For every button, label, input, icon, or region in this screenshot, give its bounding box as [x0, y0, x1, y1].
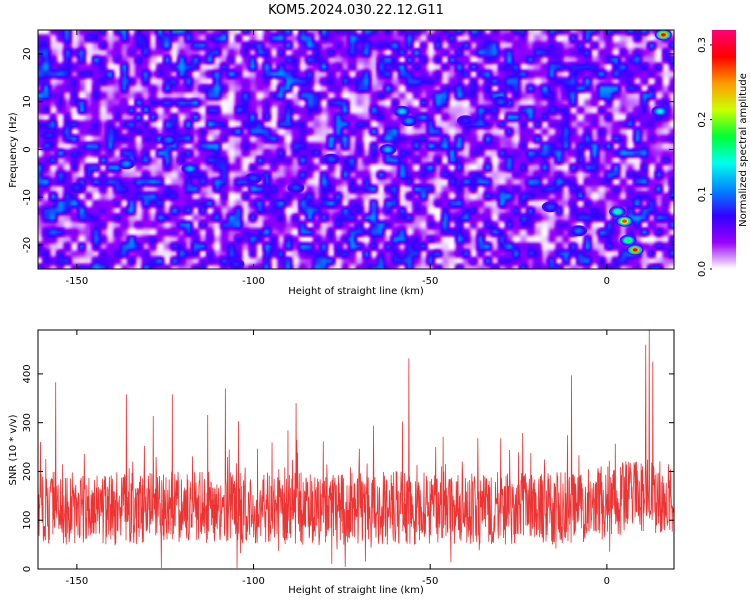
spectrogram-peak-level: [74, 186, 80, 190]
spectrogram-peak-level: [328, 157, 334, 161]
spectrogram-x-ticks: -150 -100 -50 0: [66, 30, 610, 287]
spectrogram-peak: [400, 115, 418, 127]
x-tick-label: -100: [242, 576, 265, 587]
y-tick-label: 400: [22, 364, 33, 383]
spectrogram-peak: [616, 215, 633, 227]
spectrogram-image: [38, 30, 674, 269]
spectrogram-peak-level: [576, 229, 582, 233]
snr-x-label: Height of straight line (km): [288, 585, 424, 596]
spectrogram-peak: [393, 105, 411, 117]
spectrogram-peak: [379, 144, 397, 155]
y-tick-label: 200: [22, 462, 33, 481]
y-tick-label: 100: [22, 511, 33, 530]
spectrogram-peak-level: [46, 133, 52, 137]
y-tick-label: -20: [22, 237, 33, 253]
colorbar-tick-label: 0.1: [697, 186, 708, 202]
spectrogram-peak: [160, 134, 178, 146]
colorbar-tick-label: 0.0: [697, 261, 708, 277]
spectrogram-peak: [619, 234, 637, 246]
snr-y-ticks: 0 100 200 300 400: [22, 364, 674, 572]
colorbar-tick-label: 0.3: [697, 37, 708, 53]
y-tick-label: 20: [22, 48, 33, 61]
spectrogram-peak-level: [385, 147, 391, 152]
spectrogram-peak: [609, 206, 626, 218]
x-tick-label: 0: [604, 276, 610, 287]
spectrogram-peak-level: [406, 119, 412, 123]
spectrogram-peak: [626, 244, 644, 256]
spectrogram-peak-level: [615, 209, 620, 214]
spectrogram-peak: [570, 225, 588, 237]
spectrogram-peak: [40, 129, 58, 141]
x-tick-label: -150: [66, 576, 89, 587]
spectrogram-peak: [654, 30, 672, 41]
spectrogram-peak: [287, 182, 305, 194]
spectrogram-peak-level: [399, 109, 405, 114]
spectrogram-peak: [245, 172, 262, 184]
colorbar-gradient: [712, 30, 736, 269]
spectrogram-peak-level: [251, 176, 256, 180]
y-tick-label: 10: [22, 95, 33, 108]
spectrogram-peak: [68, 182, 86, 194]
snr-x-ticks: -150 -100 -50 0: [66, 330, 610, 587]
x-tick-label: -50: [422, 276, 438, 287]
spectrogram-peak: [322, 153, 340, 165]
spectrogram-peak: [227, 258, 245, 269]
y-tick-label: 300: [22, 413, 33, 432]
x-tick-label: -150: [66, 276, 89, 287]
snr-y-label: SNR (10 * v/v): [8, 414, 19, 485]
spectrogram-peak: [117, 158, 135, 170]
snr-panel: -150 -100 -50 0 0 100 200 300 400 Height of str…: [8, 329, 675, 596]
spectrogram-y-label: Frequency (Hz): [8, 112, 19, 188]
spectrogram-peak-level: [625, 238, 631, 242]
x-tick-label: 0: [604, 576, 610, 587]
y-tick-label: 0: [22, 566, 33, 572]
spectrogram-peak: [651, 105, 669, 117]
spectrogram-peak-level: [293, 186, 299, 190]
colorbar-ticks: 0.0 0.1 0.2 0.3: [697, 37, 712, 277]
colorbar-label: Normalized spectral amplitude: [738, 73, 749, 227]
spectrogram-peak-level: [187, 166, 193, 171]
spectrogram-peak-level: [657, 109, 663, 114]
spectrogram-peak: [181, 163, 199, 175]
colorbar: 0.0 0.1 0.2 0.3 Normalized spectral amplitu…: [697, 30, 749, 277]
spectrogram-peak: [457, 115, 474, 127]
spectrogram-peaks: [40, 30, 672, 269]
spectrogram-peak-level: [547, 205, 553, 209]
figure-title: KOM5.2024.030.22.12.G11: [268, 3, 444, 18]
spectrogram-peak-level: [622, 219, 627, 223]
spectrogram-peak-level: [463, 119, 468, 123]
spectrogram-peak-level: [123, 162, 129, 166]
snr-frame: [37, 329, 675, 570]
y-tick-label: 0: [22, 146, 33, 152]
spectrogram-peak-level: [166, 138, 172, 142]
spectrogram-y-ticks: -20 -10 0 10 20: [22, 48, 674, 253]
snr-series-line: [38, 330, 674, 569]
spectrogram-peak-level: [233, 262, 239, 266]
y-tick-label: -10: [22, 189, 33, 205]
x-tick-label: -50: [422, 576, 438, 587]
colorbar-tick-label: 0.2: [697, 112, 708, 128]
x-tick-label: -100: [242, 276, 265, 287]
spectrogram-peak: [541, 201, 559, 213]
spectrogram-peak: [492, 96, 510, 108]
spectrogram-peak-level: [498, 100, 504, 104]
spectrogram-peak-level: [660, 33, 666, 37]
spectrogram-peak-level: [632, 248, 638, 252]
spectrogram-x-label: Height of straight line (km): [288, 286, 424, 297]
